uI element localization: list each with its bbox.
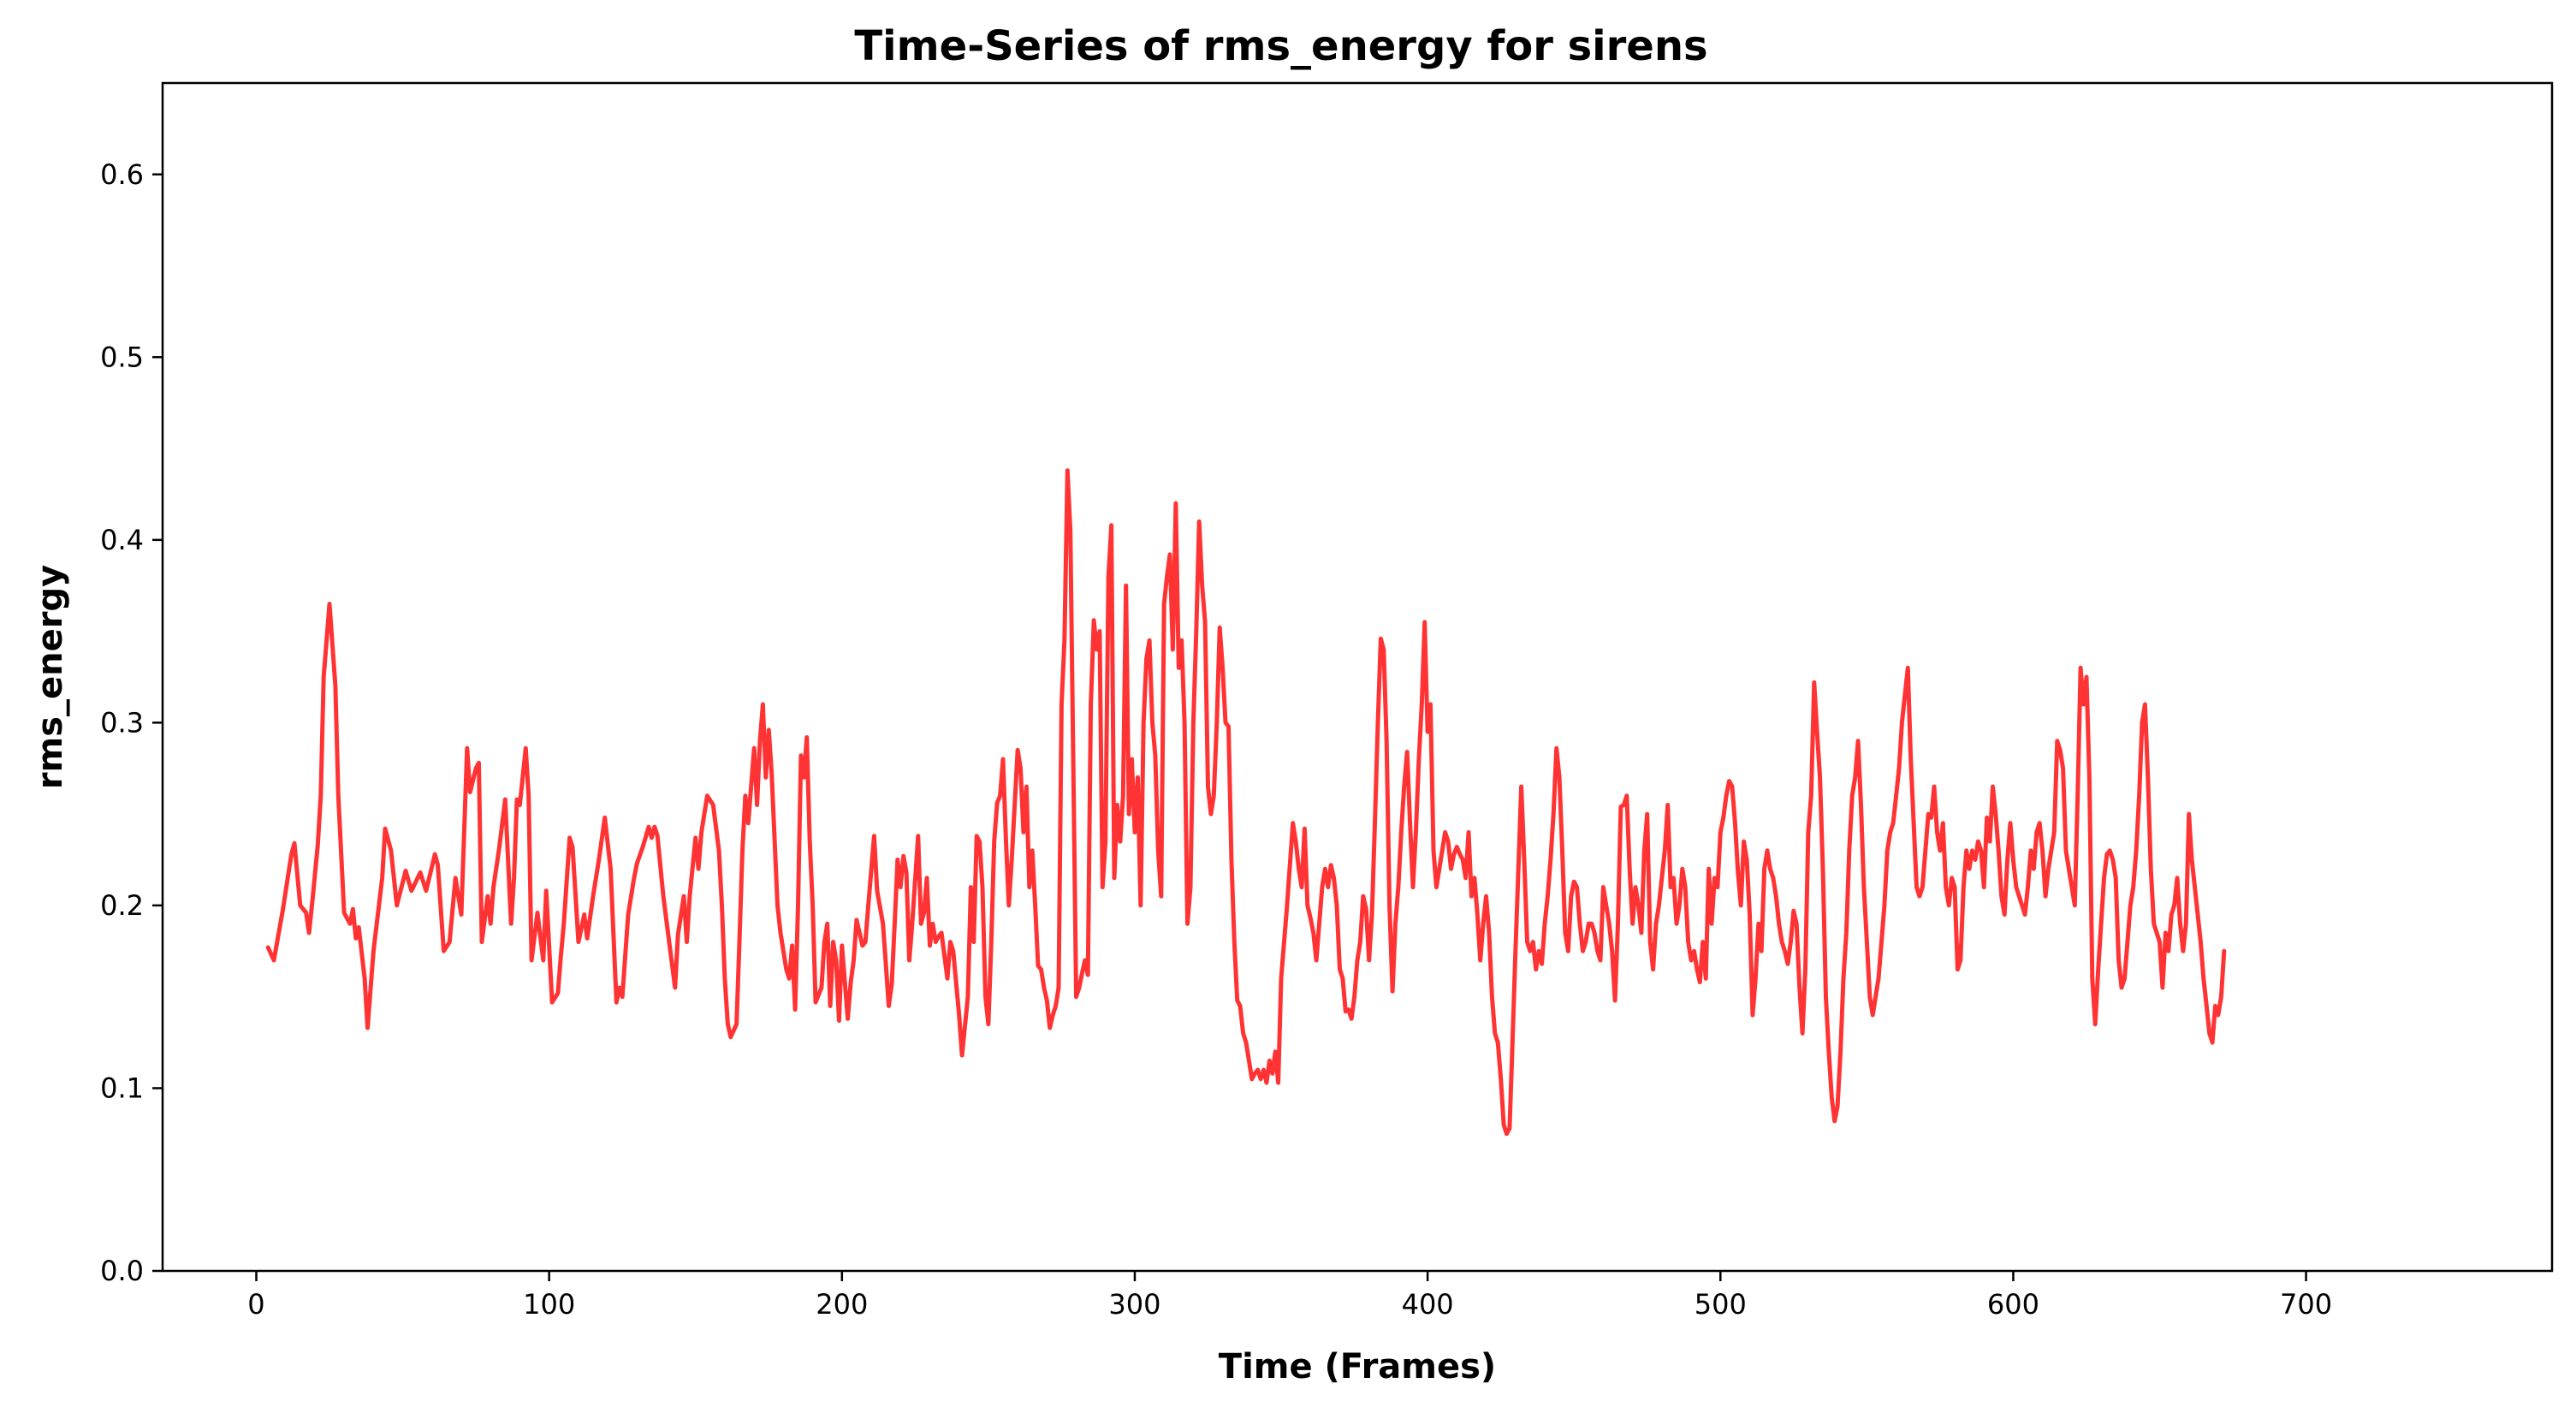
x-tick-label: 600 (1987, 1288, 2039, 1321)
x-tick-label: 200 (816, 1288, 868, 1321)
x-tick-label: 100 (523, 1288, 575, 1321)
x-tick-label: 0 (247, 1288, 264, 1321)
y-tick-label: 0.3 (100, 706, 144, 739)
x-tick-label: 400 (1402, 1288, 1454, 1321)
y-tick-label: 0.0 (100, 1255, 144, 1287)
y-tick-label: 0.4 (100, 524, 144, 556)
y-tick-label: 0.5 (100, 341, 144, 373)
y-axis-label: rms_energy (31, 565, 70, 789)
chart-title: Time-Series of rms_energy for sirens (854, 22, 1707, 70)
series-layer (265, 468, 2227, 1137)
y-axis: 0.0 0.1 0.2 0.3 0.4 0.5 0.6 (100, 158, 163, 1287)
y-tick-label: 0.1 (100, 1072, 144, 1104)
y-tick-label: 0.6 (100, 158, 144, 191)
y-tick-label: 0.2 (100, 889, 144, 922)
x-tick-label: 500 (1695, 1288, 1747, 1321)
series-line-0 (265, 468, 2227, 1137)
x-axis: 0 100 200 300 400 500 600 700 (247, 1271, 2332, 1321)
x-tick-label: 300 (1108, 1288, 1160, 1321)
plot-frame (161, 81, 2554, 1273)
x-tick-label: 700 (2280, 1288, 2332, 1321)
x-axis-label: Time (Frames) (1219, 1347, 1496, 1386)
